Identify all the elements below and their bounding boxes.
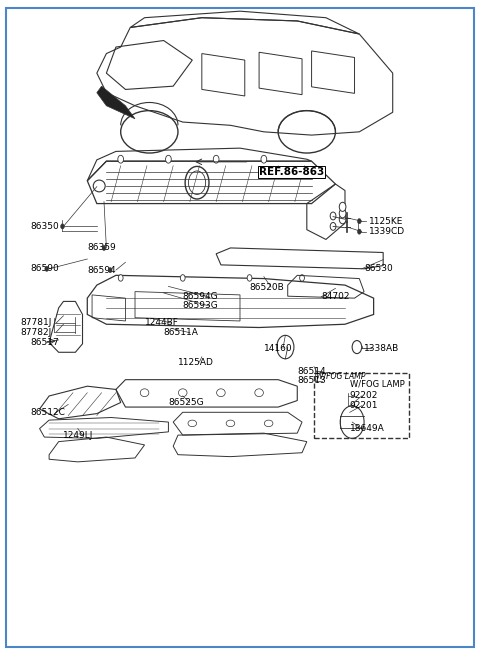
Text: 1125AD: 1125AD <box>178 358 214 367</box>
Circle shape <box>247 274 252 281</box>
Text: 86593G: 86593G <box>183 301 218 310</box>
Text: 86594G: 86594G <box>183 292 218 301</box>
Text: 86350: 86350 <box>30 222 59 231</box>
Text: 1125KE: 1125KE <box>369 217 403 226</box>
Text: 1244BF: 1244BF <box>144 318 179 328</box>
Text: 87782J: 87782J <box>21 328 52 337</box>
Circle shape <box>261 155 267 163</box>
Polygon shape <box>97 86 135 119</box>
Text: W/FOG LAMP: W/FOG LAMP <box>350 380 405 389</box>
Text: 18649A: 18649A <box>350 424 384 433</box>
Text: 1249LJ: 1249LJ <box>63 430 94 440</box>
Text: 86590: 86590 <box>30 265 59 273</box>
Circle shape <box>60 224 64 229</box>
Text: 92201: 92201 <box>350 402 378 410</box>
FancyBboxPatch shape <box>314 373 409 438</box>
Circle shape <box>330 223 336 231</box>
Circle shape <box>339 215 346 224</box>
Text: 86512C: 86512C <box>30 408 65 417</box>
Text: 86513: 86513 <box>297 377 326 386</box>
Text: 86525G: 86525G <box>168 398 204 407</box>
Text: 86594: 86594 <box>87 266 116 274</box>
Text: 86359: 86359 <box>87 244 116 252</box>
Circle shape <box>166 155 171 163</box>
Text: 1339CD: 1339CD <box>369 227 405 236</box>
Circle shape <box>213 155 219 163</box>
Circle shape <box>358 229 361 234</box>
Circle shape <box>118 155 123 163</box>
Text: 84702: 84702 <box>321 292 349 301</box>
Text: 87781J: 87781J <box>21 318 52 328</box>
Text: 92202: 92202 <box>350 392 378 400</box>
Circle shape <box>352 341 362 354</box>
Text: 86511A: 86511A <box>164 328 199 337</box>
Circle shape <box>118 274 123 281</box>
Circle shape <box>358 219 361 224</box>
Circle shape <box>339 202 346 212</box>
Text: 86517: 86517 <box>30 338 59 347</box>
Circle shape <box>108 267 112 272</box>
Text: REF.86-863: REF.86-863 <box>259 167 324 178</box>
Circle shape <box>339 209 346 218</box>
Circle shape <box>45 266 48 271</box>
Text: 86530: 86530 <box>364 265 393 273</box>
Text: 14160: 14160 <box>264 344 292 353</box>
Text: 86520B: 86520B <box>250 282 284 291</box>
Circle shape <box>102 246 106 251</box>
Text: 1338AB: 1338AB <box>364 344 399 353</box>
Circle shape <box>300 274 304 281</box>
Text: 86514: 86514 <box>297 367 326 376</box>
Circle shape <box>330 212 336 220</box>
Circle shape <box>180 274 185 281</box>
Text: W/FOG LAMP: W/FOG LAMP <box>316 372 366 381</box>
